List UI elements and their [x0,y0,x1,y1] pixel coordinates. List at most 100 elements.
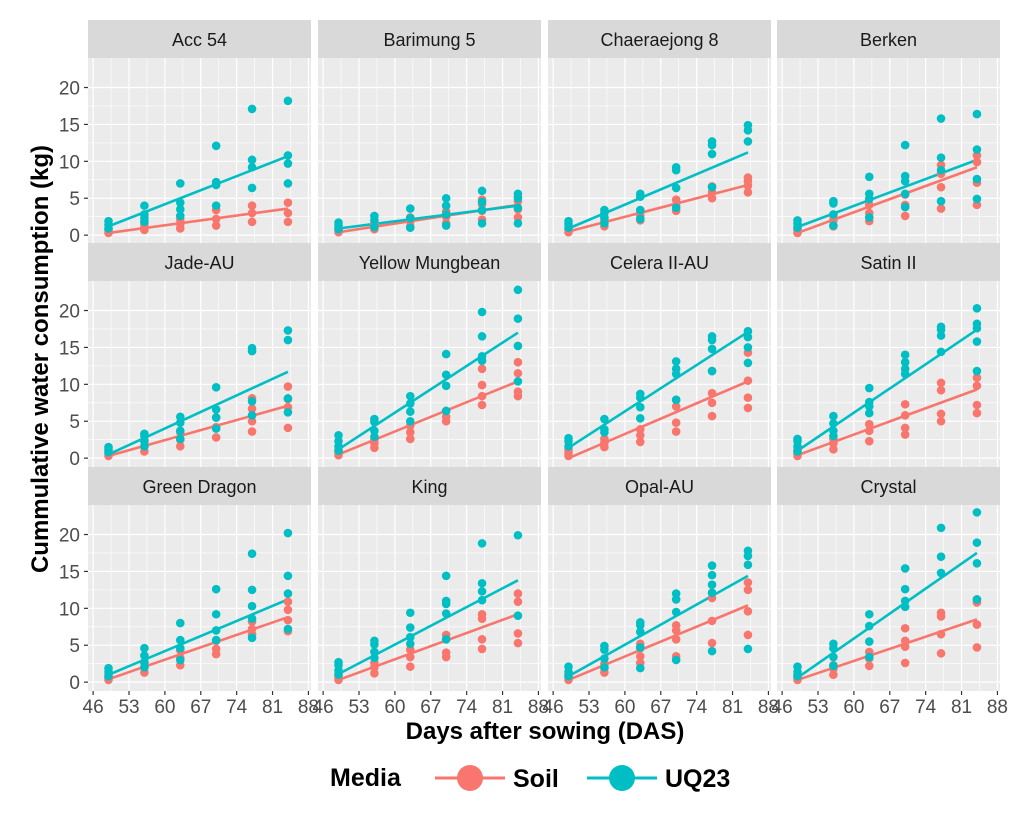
uq23-point [405,623,415,632]
soil-point [707,411,717,421]
soil-point [864,419,874,429]
uq23-point [936,552,946,561]
soil-point [671,195,681,205]
facet-panel-4: Berken [777,20,1000,244]
soil-point [247,624,257,634]
uq23-point [441,201,451,210]
soil-point [635,425,645,434]
uq23-point [175,643,185,653]
x-tick-label: 67 [879,697,900,718]
uq23-point [972,194,982,204]
facet-title: King [411,477,447,497]
uq23-point [671,607,681,617]
soil-point [936,182,946,192]
soil-point [477,644,487,654]
uq23-point [104,663,113,673]
uq23-point [370,647,379,657]
uq23-point [334,436,343,446]
uq23-point [900,602,910,612]
soil-trend-line [108,615,289,681]
uq23-point [283,408,293,417]
y-tick-label: 0 [69,673,80,694]
legend-label: UQ23 [665,765,730,793]
facet-strip [548,20,771,58]
uq23-point [829,426,838,436]
uq23-point [140,651,149,660]
soil-point [283,198,293,207]
uq23-trend-line [567,574,749,678]
facet-title: Acc 54 [172,30,227,50]
soil-point [743,188,753,197]
soil-point [405,652,415,662]
uq23-point [247,397,257,406]
uq23-point [707,182,717,192]
soil-point [247,404,257,413]
uq23-point [211,584,221,594]
soil-point [900,642,910,652]
uq23-point [477,351,487,361]
soil-point [477,391,487,401]
y-tick-label: 10 [59,375,80,396]
soil-point [370,668,379,678]
facet-panel-6: Yellow Mungbean [318,243,541,467]
uq23-point [864,172,874,182]
uq23-point [600,414,609,424]
uq23-point [334,430,343,440]
uq23-point [441,193,451,203]
soil-point [972,643,982,652]
soil-point [513,629,523,638]
uq23-point [900,564,910,573]
uq23-trend-line [107,370,289,456]
legend-label: Soil [513,765,559,793]
x-tick-label: 46 [313,697,334,718]
uq23-point [247,183,257,193]
uq23-point [864,383,874,393]
uq23-point [829,419,838,428]
uq23-point [564,662,573,671]
soil-trend-line [567,380,749,460]
facet-title: Green Dragon [142,477,256,497]
soil-point [671,635,681,644]
uq23-point [211,177,221,187]
uq23-point [211,609,221,619]
uq23-point [829,652,838,662]
soil-point [635,437,645,447]
uq23-point [707,137,717,146]
uq23-point [671,655,681,665]
legend: Media Soil UQ23 [330,764,730,793]
uq23-point [513,314,523,323]
uq23-point [441,596,451,606]
soil-point [283,597,293,606]
soil-point [936,409,946,419]
facet-strip [777,243,1000,281]
uq23-point [671,395,681,405]
soil-point [247,416,257,426]
x-tick-label: 53 [578,697,599,718]
uq23-point [864,637,874,646]
facet-title: Crystal [860,477,916,497]
uq23-point [793,662,802,671]
uq23-point [283,151,293,160]
facet-strip [318,20,541,58]
soil-point [405,645,415,654]
soil-point [513,357,523,367]
uq23-point [175,434,185,444]
uq23-point [707,646,717,656]
uq23-point [211,626,221,635]
uq23-point [829,210,838,219]
facet-strip [88,20,311,58]
soil-point [743,173,753,182]
facet-strip [548,243,771,281]
panel-background [777,58,1000,244]
soil-point [936,385,946,395]
uq23-trend-line [338,204,519,230]
uq23-point [441,370,451,380]
soil-point [283,208,293,218]
soil-point [211,221,221,230]
uq23-point [441,349,451,359]
uq23-point [247,549,257,559]
soil-point [513,213,523,222]
uq23-point [671,162,681,172]
soil-point [477,400,487,410]
